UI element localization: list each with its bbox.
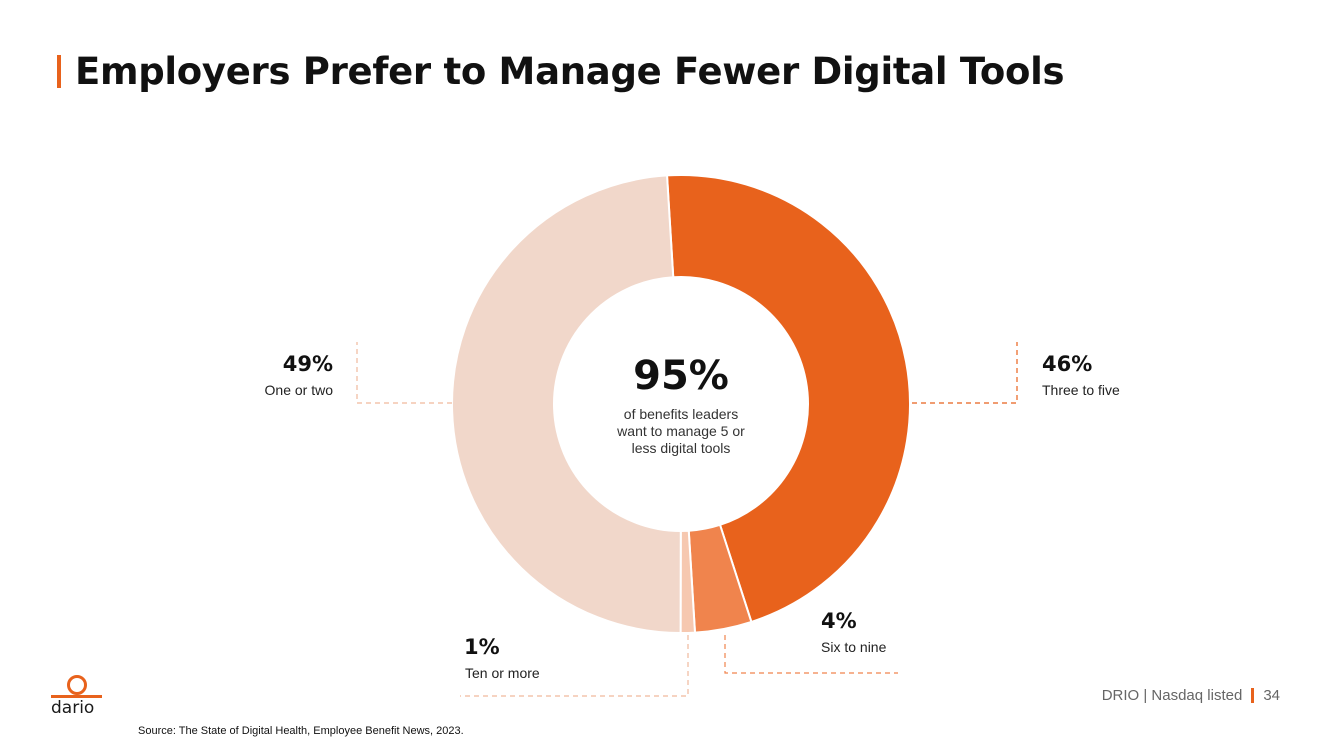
segment-value-ten-or-more: 1% — [464, 635, 500, 659]
leader-line-ten-or-more — [460, 635, 689, 697]
center-line-3: less digital tools — [632, 440, 731, 456]
segment-value-three-to-five: 46% — [1042, 352, 1092, 376]
segment-label-six-to-nine: Six to nine — [821, 639, 887, 655]
logo-text: dario — [51, 698, 95, 718]
segment-label-ten-or-more: Ten or more — [465, 665, 540, 681]
page-title: Employers Prefer to Manage Fewer Digital… — [75, 50, 1065, 93]
footer-info: DRIO | Nasdaq listed 34 — [1102, 687, 1280, 704]
donut-slice-three-to-five — [665, 174, 911, 624]
dario-logo-icon — [51, 675, 102, 698]
center-line-2: want to manage 5 or — [616, 423, 745, 439]
donut-slice-one-or-two — [451, 174, 682, 635]
segment-label-three-to-five: Three to five — [1042, 382, 1120, 398]
segment-label-one-or-two: One or two — [265, 382, 334, 398]
footer-company: DRIO | Nasdaq listed — [1101, 687, 1243, 704]
page-number: 34 — [1263, 687, 1280, 704]
footer-separator — [1251, 688, 1255, 703]
leader-line-six-to-nine — [724, 635, 898, 674]
segment-value-one-or-two: 49% — [283, 352, 333, 376]
leader-line-three-to-five — [912, 342, 1018, 404]
donut-slices — [451, 174, 911, 635]
title-block: Employers Prefer to Manage Fewer Digital… — [57, 50, 1065, 93]
segment-value-six-to-nine: 4% — [821, 609, 857, 633]
leader-line-one-or-two — [356, 342, 452, 404]
title-accent-bar — [57, 55, 61, 88]
center-value: 95% — [633, 353, 729, 399]
center-line-1: of benefits leaders — [624, 406, 738, 422]
leader-lines — [356, 342, 1018, 697]
source-note: Source: The State of Digital Health, Emp… — [138, 725, 464, 737]
